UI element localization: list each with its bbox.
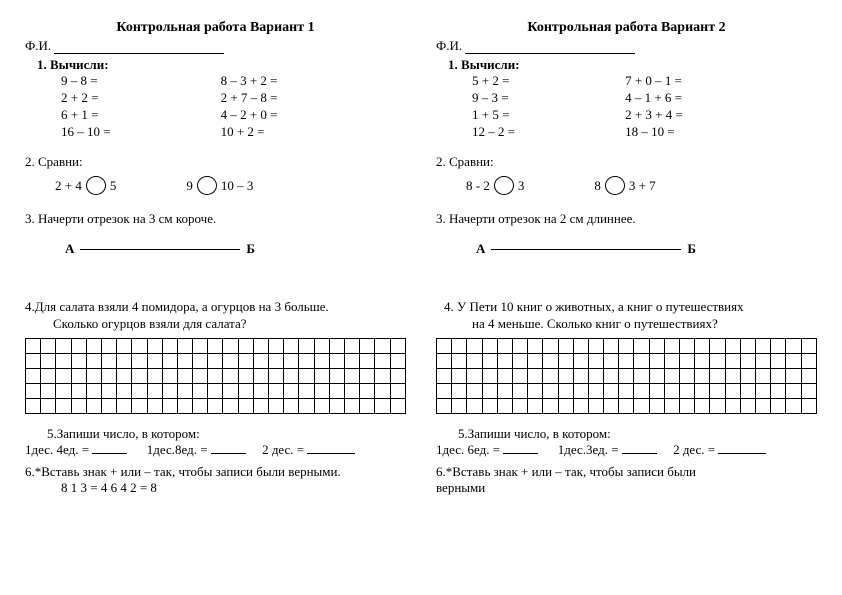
task4-line2: Сколько огурцов взяли для салата?: [25, 316, 406, 333]
fi-blank[interactable]: [465, 53, 635, 54]
answer-grid-v1[interactable]: [25, 338, 406, 414]
task6-v2: 6.*Вставь знак + или – так, чтобы записи…: [436, 464, 817, 496]
calc-item: 2 + 2 =: [61, 90, 111, 106]
task2-label: 2. Сравни:: [436, 154, 817, 170]
fi-label: Ф.И.: [25, 38, 51, 53]
cmp-right: 3 + 7: [629, 178, 656, 194]
answer-grid-v2[interactable]: [436, 338, 817, 414]
calc-item: 8 – 3 + 2 =: [221, 73, 278, 89]
seg-b: Б: [687, 241, 696, 257]
calc-item: 6 + 1 =: [61, 107, 111, 123]
segment-line: [491, 249, 681, 250]
task4-v1: 4.Для салата взяли 4 помидора, а огурцов…: [25, 299, 406, 333]
calc-item: 16 – 10 =: [61, 124, 111, 140]
task1-label: 1. Вычисли:: [37, 57, 109, 72]
calc-item: 2 + 7 – 8 =: [221, 90, 278, 106]
task5-label: 5.Запиши число, в котором:: [47, 426, 200, 441]
compare-circle[interactable]: [494, 176, 514, 195]
fi-blank[interactable]: [54, 53, 224, 54]
task2-v2: 2. Сравни: 8 - 2 3 8 3 + 7: [436, 154, 817, 195]
cmp-right: 5: [110, 178, 117, 194]
cmp-right: 3: [518, 178, 525, 194]
task5-label: 5.Запиши число, в котором:: [458, 426, 611, 441]
task6-v1: 6.*Вставь знак + или – так, чтобы записи…: [25, 464, 406, 496]
t5b: 1дес.3ед. =: [558, 442, 622, 457]
task5-row-v2: 1дес. 6ед. = 1дес.3ед. = 2 дес. =: [436, 442, 817, 458]
seg-a: А: [65, 241, 74, 257]
calc-item: 18 – 10 =: [625, 124, 683, 140]
calc-item: 4 – 2 + 0 =: [221, 107, 278, 123]
t5c: 2 дес. =: [673, 442, 718, 457]
segment-line: [80, 249, 240, 250]
fi-label: Ф.И.: [436, 38, 462, 53]
compare-circle[interactable]: [605, 176, 625, 195]
fi-row-v1: Ф.И.: [25, 38, 406, 54]
task1-v2: 1. Вычисли: 5 + 2 = 9 – 3 = 1 + 5 = 12 –…: [436, 57, 817, 140]
cmp-left: 2 + 4: [55, 178, 82, 194]
compare-2: 8 3 + 7: [594, 176, 655, 195]
task3-v1: 3. Начерти отрезок на 3 см короче. А Б: [25, 211, 406, 267]
variant-1: Контрольная работа Вариант 1 Ф.И. 1. Выч…: [25, 20, 406, 496]
task1-v1: 1. Вычисли: 9 – 8 = 2 + 2 = 6 + 1 = 16 –…: [25, 57, 406, 140]
task5-v1: 5.Запиши число, в котором:: [25, 426, 406, 442]
compare-2: 9 10 – 3: [186, 176, 253, 195]
task4-v2: 4. У Пети 10 книг о животных, а книг о п…: [436, 299, 817, 333]
task6-row: 8 1 3 = 4 6 4 2 = 8: [25, 480, 406, 496]
blank[interactable]: [92, 453, 127, 454]
task2-label: 2. Сравни:: [25, 154, 406, 170]
task4-line1: 4. У Пети 10 книг о животных, а книг о п…: [436, 299, 817, 316]
calc-item: 4 – 1 + 6 =: [625, 90, 683, 106]
task6-label: 6.*Вставь знак + или – так, чтобы записи…: [436, 464, 817, 480]
blank[interactable]: [211, 453, 246, 454]
title-v1: Контрольная работа Вариант 1: [25, 20, 406, 36]
task3-v2: 3. Начерти отрезок на 2 см длиннее. А Б: [436, 211, 817, 267]
compare-circle[interactable]: [86, 176, 106, 195]
calc-item: 1 + 5 =: [472, 107, 515, 123]
calc-item: 9 – 3 =: [472, 90, 515, 106]
blank[interactable]: [307, 453, 355, 454]
task5-row-v1: 1дес. 4ед. = 1дес.8ед. = 2 дес. =: [25, 442, 406, 458]
compare-circle[interactable]: [197, 176, 217, 195]
task6-label: 6.*Вставь знак + или – так, чтобы записи…: [25, 464, 406, 480]
task1-label: 1. Вычисли:: [448, 57, 520, 72]
calc-item: 9 – 8 =: [61, 73, 111, 89]
t5c: 2 дес. =: [262, 442, 307, 457]
calc-item: 5 + 2 =: [472, 73, 515, 89]
task6-row: верными: [436, 480, 817, 496]
compare-1: 8 - 2 3: [466, 176, 524, 195]
calc-item: 7 + 0 – 1 =: [625, 73, 683, 89]
title-v2: Контрольная работа Вариант 2: [436, 20, 817, 36]
cmp-left: 8: [594, 178, 601, 194]
t5a: 1дес. 6ед. =: [436, 442, 503, 457]
calc-item: 2 + 3 + 4 =: [625, 107, 683, 123]
task5-v2: 5.Запиши число, в котором:: [436, 426, 817, 442]
cmp-left: 9: [186, 178, 193, 194]
cmp-left: 8 - 2: [466, 178, 490, 194]
t5b: 1дес.8ед. =: [147, 442, 211, 457]
fi-row-v2: Ф.И.: [436, 38, 817, 54]
compare-1: 2 + 4 5: [55, 176, 116, 195]
task2-v1: 2. Сравни: 2 + 4 5 9 10 – 3: [25, 154, 406, 195]
calc-item: 10 + 2 =: [221, 124, 278, 140]
calc-item: 12 – 2 =: [472, 124, 515, 140]
blank[interactable]: [718, 453, 766, 454]
task3-label: 3. Начерти отрезок на 3 см короче.: [25, 211, 406, 227]
blank[interactable]: [503, 453, 538, 454]
t5a: 1дес. 4ед. =: [25, 442, 92, 457]
task4-line2: на 4 меньше. Сколько книг о путешествиях…: [436, 316, 817, 333]
blank[interactable]: [622, 453, 657, 454]
task4-line1: 4.Для салата взяли 4 помидора, а огурцов…: [25, 299, 406, 316]
variant-2: Контрольная работа Вариант 2 Ф.И. 1. Выч…: [436, 20, 817, 496]
seg-a: А: [476, 241, 485, 257]
seg-b: Б: [246, 241, 255, 257]
task3-label: 3. Начерти отрезок на 2 см длиннее.: [436, 211, 817, 227]
cmp-right: 10 – 3: [221, 178, 254, 194]
